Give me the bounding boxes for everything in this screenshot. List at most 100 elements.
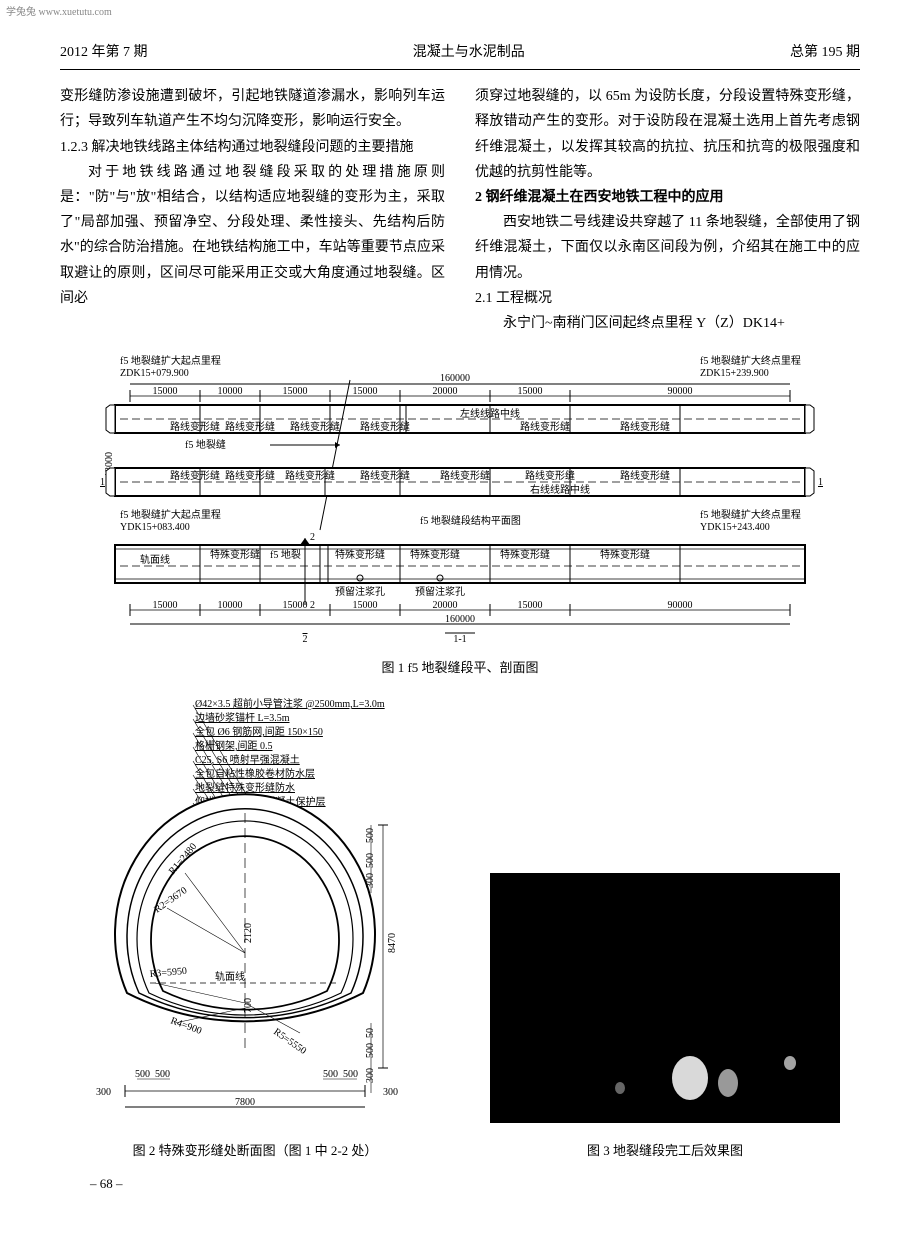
f1-mark2t: 2 [310,532,315,543]
f1-tl1: f5 地裂缝扩大起点里程 [120,354,221,367]
right-p3: 永宁门~南稍门区间起终点里程 Y（Z）DK14+ [475,311,860,336]
svg-text:15000: 15000 [283,600,308,611]
svg-text:Ø42×3.5 超前小导管注浆 @2500mm,L=3.0m: Ø42×3.5 超前小导管注浆 @2500mm,L=3.0m [195,697,385,710]
svg-text:特殊变形缝: 特殊变形缝 [210,548,260,561]
f1-upper-plan: 左线线路中线 路线变形缝 路线变形缝 [106,405,814,433]
right-h3: 2.1 工程概况 [475,286,860,311]
svg-text:路线变形缝: 路线变形缝 [620,420,670,433]
svg-text:路线变形缝: 路线变形缝 [360,469,410,482]
svg-text:500: 500 [365,853,376,868]
figure-3: 图 3 地裂缝段完工后效果图 [470,873,860,1162]
right-p1: 须穿过地裂缝的，以 65m 为设防长度，分段设置特殊变形缝，释放错动产生的变形。… [475,84,860,185]
figure-row: Ø42×3.5 超前小导管注浆 @2500mm,L=3.0m 边墙砂浆锚杆 L=… [60,693,860,1162]
svg-text:15000: 15000 [353,600,378,611]
svg-text:路线变形缝: 路线变形缝 [285,469,335,482]
svg-text:全包 Ø6 钢筋网,间距 150×150: 全包 Ø6 钢筋网,间距 150×150 [195,725,323,738]
svg-text:15000: 15000 [518,600,543,611]
svg-text:路线变形缝: 路线变形缝 [225,420,275,433]
svg-text:路线变形缝: 路线变形缝 [225,469,275,482]
svg-text:特殊变形缝: 特殊变形缝 [410,548,460,561]
svg-text:300: 300 [365,873,376,888]
f1-bl1: f5 地裂缝扩大起点里程 [120,508,221,521]
f2-rail: 轨面线 [215,970,245,983]
svg-text:特殊变形缝: 特殊变形缝 [500,548,550,561]
svg-text:500: 500 [155,1069,170,1080]
f1-total: 160000 [440,373,470,384]
svg-text:全包自粘性橡胶卷材防水层: 全包自粘性橡胶卷材防水层 [195,767,315,780]
f1-seg7: 90000 [668,386,693,397]
f2-tunnel: 轨面线 R1=2480 R2=3670 R3=5950 R4=900 R5=55… [115,795,375,1058]
svg-text:15000: 15000 [153,600,178,611]
f1-mark1r: 1 [818,477,823,488]
f2-700: 700 [243,998,254,1013]
svg-text:特殊变形缝: 特殊变形缝 [600,548,650,561]
left-column: 变形缝防渗设施遭到破坏，引起地铁隧道渗漏水，影响列车运行；导致列车轨道产生不均匀… [60,84,445,336]
svg-text:边墙砂浆锚杆 L=3.5m: 边墙砂浆锚杆 L=3.5m [195,711,290,724]
svg-text:路线变形缝: 路线变形缝 [440,469,490,482]
f1-f5: f5 地裂缝 [185,438,226,451]
right-column: 须穿过地裂缝的，以 65m 为设防长度，分段设置特殊变形缝，释放错动产生的变形。… [475,84,860,336]
page-header: 2012 年第 7 期 混凝土与水泥制品 总第 195 期 [60,40,860,70]
text-columns: 变形缝防渗设施遭到破坏，引起地铁隧道渗漏水，影响列车运行；导致列车轨道产生不均匀… [60,84,860,336]
f2-300r: 300 [383,1087,398,1098]
svg-text:路线变形缝: 路线变形缝 [360,420,410,433]
figure-1-caption: 图 1 f5 地裂缝段平、剖面图 [60,656,860,679]
svg-text:500: 500 [343,1069,358,1080]
figure-2: Ø42×3.5 超前小导管注浆 @2500mm,L=3.0m 边墙砂浆锚杆 L=… [60,693,450,1162]
f2-8470: 8470 [387,933,398,953]
f1-tl2: ZDK15+079.900 [120,368,189,379]
left-h: 1.2.3 解决地铁线路主体结构通过地裂缝段问题的主要措施 [60,135,445,160]
f1-lower-plan: 右线线路中线 路线变形缝 路线变形缝 路线变形缝 路线变 [106,468,814,496]
f1-seg6: 15000 [518,386,543,397]
svg-text:格栅钢架,间距 0.5: 格栅钢架,间距 0.5 [195,739,273,752]
svg-text:C25, S6 喷射早强混凝土: C25, S6 喷射早强混凝土 [195,753,300,766]
f1-seg3: 15000 [283,386,308,397]
f1-br2: YDK15+243.400 [700,522,770,533]
left-p2: 对于地铁线路通过地裂缝段采取的处理措施原则是："防"与"放"相结合，以结构适应地… [60,160,445,311]
header-center: 混凝土与水泥制品 [413,40,525,65]
svg-text:500: 500 [365,828,376,843]
f1-cl-right: 右线线路中线 [530,483,590,496]
svg-text:路线变形缝: 路线变形缝 [525,469,575,482]
f2-R4: R4=900 [169,1016,203,1037]
f2-2120: 2120 [243,923,254,943]
svg-text:路线变形缝: 路线变形缝 [170,469,220,482]
watermark-text: 学兔兔 www.xuetutu.com [6,4,112,22]
f1-rail: 轨面线 [140,553,170,566]
svg-text:特殊变形缝: 特殊变形缝 [335,548,385,561]
header-right: 总第 195 期 [790,40,860,65]
f1-22: 2 [303,634,308,645]
right-p2: 西安地铁二号线建设共穿越了 11 条地裂缝，全部使用了钢纤维混凝土，下面仅以永南… [475,210,860,286]
svg-text:300: 300 [365,1068,376,1083]
f2-300l: 300 [96,1087,111,1098]
svg-text:路线变形缝: 路线变形缝 [520,420,570,433]
f2-R5: R5=5550 [271,1027,308,1057]
f1-seg5: 20000 [433,386,458,397]
f1-seg4: 15000 [353,386,378,397]
page-number: – 68 – [60,1172,860,1195]
svg-text:10000: 10000 [218,600,243,611]
svg-text:500: 500 [135,1069,150,1080]
svg-text:20000: 20000 [433,600,458,611]
svg-text:路线变形缝: 路线变形缝 [620,469,670,482]
f2-7800: 7800 [235,1097,255,1108]
svg-text:路线变形缝: 路线变形缝 [290,420,340,433]
page-container: 2012 年第 7 期 混凝土与水泥制品 总第 195 期 变形缝防渗设施遭到破… [0,0,920,1225]
f1-seg1: 15000 [153,386,178,397]
figure-3-caption: 图 3 地裂缝段完工后效果图 [470,1139,860,1162]
figure-2-caption: 图 2 特殊变形缝处断面图（图 1 中 2-2 处） [60,1139,450,1162]
f1-br1: f5 地裂缝扩大终点里程 [700,508,801,521]
f1-bl2: YDK15+083.400 [120,522,190,533]
header-left: 2012 年第 7 期 [60,40,148,65]
svg-text:90000: 90000 [668,600,693,611]
figure-3-svg [490,873,840,1123]
svg-text:预留注浆孔: 预留注浆孔 [415,585,465,598]
svg-text:500: 500 [365,1043,376,1058]
f1-seg2: 10000 [218,386,243,397]
f1-tr2: ZDK15+239.900 [700,368,769,379]
svg-text:500: 500 [323,1069,338,1080]
svg-text:f5 地裂: f5 地裂 [270,548,301,561]
svg-text:预留注浆孔: 预留注浆孔 [335,585,385,598]
f1-plan-title: f5 地裂缝段结构平面图 [420,514,521,527]
f1-tr1: f5 地裂缝扩大终点里程 [700,354,801,367]
